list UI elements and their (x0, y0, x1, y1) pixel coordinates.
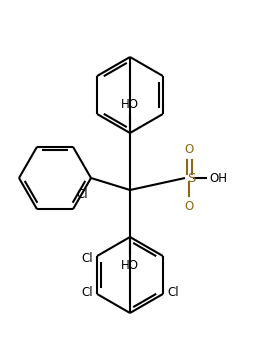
Text: S: S (187, 172, 195, 185)
Text: HO: HO (121, 98, 139, 111)
Text: Cl: Cl (167, 285, 178, 298)
Text: Cl: Cl (81, 252, 93, 265)
Text: O: O (184, 200, 194, 213)
Text: HO: HO (121, 259, 139, 272)
Text: Cl: Cl (76, 188, 88, 201)
Text: OH: OH (209, 172, 227, 185)
Text: O: O (184, 143, 194, 156)
Text: Cl: Cl (81, 285, 93, 298)
